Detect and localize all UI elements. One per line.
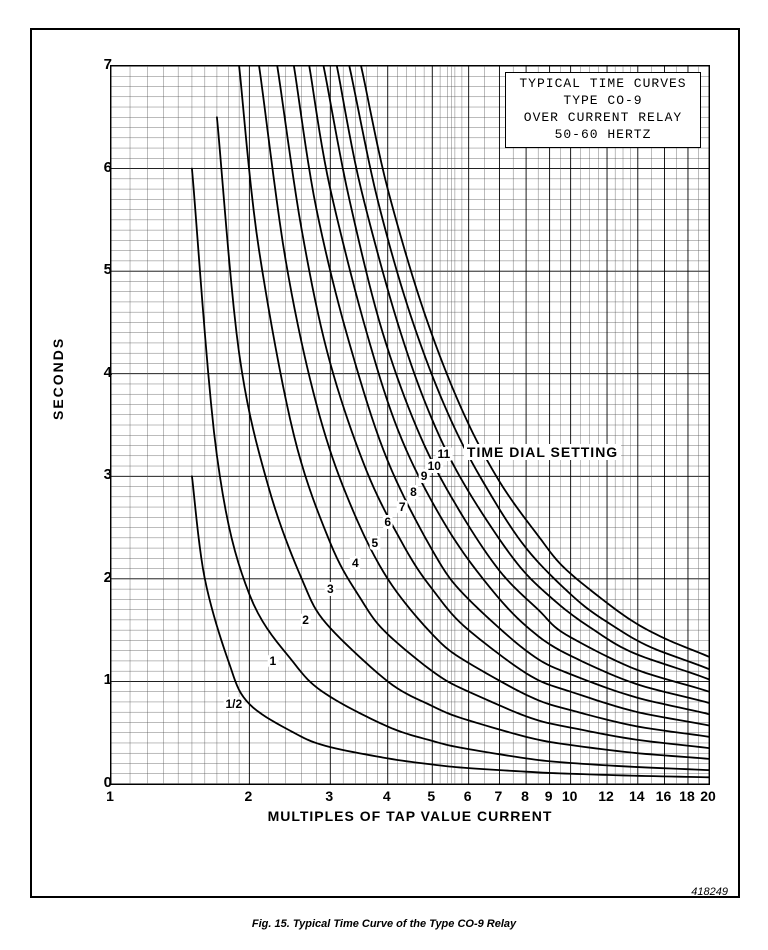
curve-label: 11 [436, 447, 453, 461]
x-tick: 7 [495, 788, 503, 804]
figure-caption: Fig. 15. Typical Time Curve of the Type … [0, 918, 768, 930]
x-tick: 20 [700, 788, 716, 804]
curve-label: 3 [325, 582, 336, 596]
title-line: TYPICAL TIME CURVES [510, 76, 696, 93]
x-tick: 10 [562, 788, 578, 804]
x-tick: 6 [464, 788, 472, 804]
y-tick: 2 [104, 569, 112, 586]
x-tick: 1 [106, 788, 114, 804]
title-line: 50-60 HERTZ [510, 127, 696, 144]
curve-label: 8 [408, 485, 419, 499]
x-tick: 3 [325, 788, 333, 804]
x-axis-label: MULTIPLES OF TAP VALUE CURRENT [110, 808, 710, 824]
title-box: TYPICAL TIME CURVESTYPE CO-9OVER CURRENT… [505, 72, 701, 148]
x-tick: 9 [545, 788, 553, 804]
chart: TYPICAL TIME CURVESTYPE CO-9OVER CURRENT… [55, 60, 720, 850]
x-tick: 14 [629, 788, 645, 804]
y-tick: 7 [104, 56, 112, 73]
curve-label: 7 [397, 500, 408, 514]
x-tick: 18 [679, 788, 695, 804]
plot-svg [111, 66, 709, 784]
curve-label: 6 [382, 515, 393, 529]
curve-label: 2 [300, 613, 311, 627]
y-tick: 6 [104, 159, 112, 176]
x-tick: 16 [656, 788, 672, 804]
curve-label: 1 [268, 654, 279, 668]
y-tick: 5 [104, 261, 112, 278]
title-line: TYPE CO-9 [510, 93, 696, 110]
title-line: OVER CURRENT RELAY [510, 110, 696, 127]
curve-label: 4 [350, 556, 361, 570]
x-tick: 4 [383, 788, 391, 804]
drawing-number: 418249 [691, 886, 728, 898]
x-tick: 2 [244, 788, 252, 804]
plot-area: TYPICAL TIME CURVESTYPE CO-9OVER CURRENT… [110, 65, 710, 785]
curve-label: 1/2 [223, 697, 244, 711]
x-tick: 8 [521, 788, 529, 804]
curve-label: 10 [426, 459, 443, 473]
y-tick: 4 [104, 364, 112, 381]
y-tick: 3 [104, 466, 112, 483]
time-dial-setting-label: TIME DIAL SETTING [464, 444, 621, 460]
y-axis-label: SECONDS [50, 337, 66, 420]
x-tick: 5 [427, 788, 435, 804]
x-tick: 12 [598, 788, 614, 804]
curve-label: 5 [370, 536, 381, 550]
y-tick: 1 [104, 671, 112, 688]
